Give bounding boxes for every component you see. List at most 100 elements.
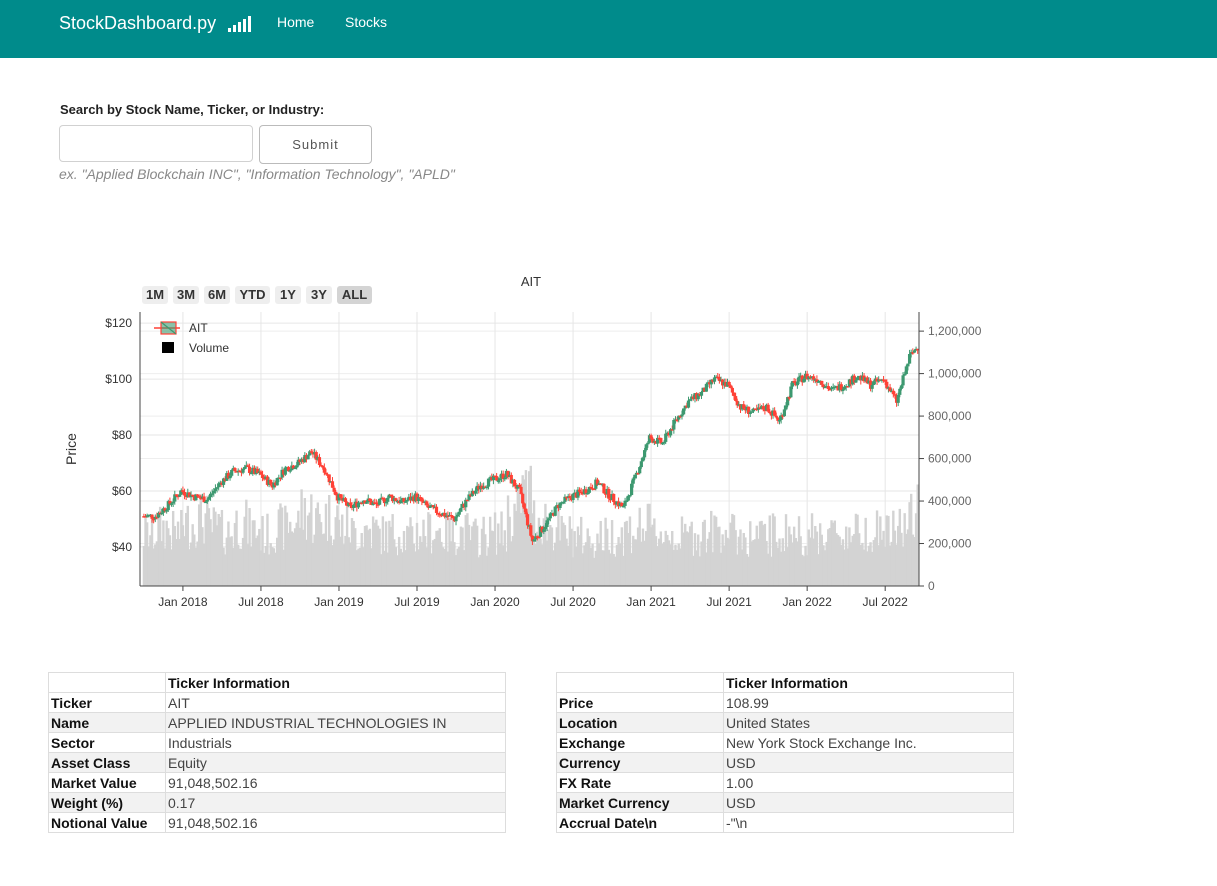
- range-button-label: YTD: [240, 287, 266, 302]
- volume-bar: [874, 537, 877, 586]
- volume-bar: [619, 543, 622, 586]
- range-button-6m[interactable]: 6M: [204, 286, 230, 304]
- price-chart[interactable]: AIT 1M 3M 6M YTD 1Y 3Y ALL $40 $60 $80 $100 $120 0…: [0, 262, 1000, 612]
- range-button-3m[interactable]: 3M: [173, 286, 199, 304]
- volume-bar: [368, 528, 372, 586]
- x-tick-label: Jan 2020: [470, 595, 520, 609]
- nav-link-home[interactable]: Home: [277, 14, 315, 30]
- volume-bar: [298, 527, 302, 586]
- table-header-empty: [48, 672, 166, 693]
- candle-body: [207, 496, 211, 500]
- volume-bar: [417, 549, 420, 586]
- volume-bar: [302, 529, 305, 586]
- range-button-3y[interactable]: 3Y: [306, 286, 332, 304]
- volume-bar: [323, 533, 326, 586]
- candle-body: [317, 457, 322, 466]
- volume-bar: [588, 536, 591, 586]
- candle-body: [584, 489, 588, 494]
- nav-link-stocks[interactable]: Stocks: [345, 14, 388, 30]
- candle-body: [777, 419, 782, 422]
- volume-bar: [436, 530, 440, 586]
- volume-bar: [869, 542, 872, 586]
- candle-body: [332, 487, 336, 492]
- candle-body: [896, 394, 900, 403]
- range-button-1m[interactable]: 1M: [142, 286, 168, 304]
- volume-bar: [555, 527, 559, 586]
- candle-body: [909, 352, 913, 355]
- volume-bar: [867, 545, 871, 586]
- candle-body: [314, 452, 318, 460]
- candle-body: [599, 483, 603, 485]
- candle-body: [491, 475, 496, 481]
- candle-body: [870, 385, 874, 389]
- candle-body: [178, 494, 182, 497]
- volume-bar: [666, 534, 669, 586]
- volume-bar: [248, 508, 251, 586]
- candle-body: [800, 375, 804, 383]
- candle-body: [434, 506, 439, 513]
- candle-body: [181, 490, 185, 493]
- volume-bar: [836, 535, 840, 586]
- range-button-1y[interactable]: 1Y: [275, 286, 301, 304]
- candle-body: [792, 381, 796, 383]
- search-input[interactable]: [59, 125, 253, 162]
- candle-body: [197, 496, 201, 498]
- candle-body: [443, 513, 447, 517]
- volume-bar: [794, 538, 797, 586]
- candle-body: [464, 499, 468, 508]
- brand-title[interactable]: StockDashboard.py: [59, 13, 217, 33]
- submit-button[interactable]: Submit: [259, 125, 372, 164]
- candle-body: [621, 505, 626, 508]
- volume-bar: [812, 538, 815, 586]
- volume-bar: [175, 539, 178, 586]
- volume-bar: [500, 511, 503, 586]
- range-selector: 1M 3M 6M YTD 1Y 3Y ALL: [142, 286, 372, 304]
- volume-bar: [856, 514, 859, 586]
- legend-item-ait[interactable]: AIT: [154, 321, 208, 335]
- candle-body: [725, 381, 730, 387]
- candle-body: [230, 469, 234, 476]
- volume-bar: [451, 518, 454, 586]
- volume-bar: [297, 510, 300, 586]
- volume-bar: [658, 538, 661, 586]
- x-tick-label: Jul 2022: [862, 595, 908, 609]
- volume-bars: [142, 465, 919, 586]
- candle-body: [239, 470, 244, 473]
- brand[interactable]: StockDashboard.py: [59, 13, 252, 34]
- volume-bar: [306, 515, 310, 586]
- table-key-cell: Name: [48, 712, 166, 733]
- volume-bar: [641, 528, 645, 586]
- candle-body: [195, 494, 200, 497]
- volume-bar: [516, 490, 519, 586]
- volume-bar: [898, 508, 902, 586]
- range-button-all[interactable]: ALL: [337, 286, 372, 304]
- table-value-cell: Equity: [165, 752, 506, 773]
- range-button-ytd[interactable]: YTD: [235, 286, 270, 304]
- candle-body: [444, 515, 448, 518]
- candle-body: [629, 483, 634, 496]
- volume-bar: [446, 551, 450, 586]
- candle-body: [293, 467, 297, 470]
- volume-bar: [443, 548, 446, 586]
- legend-item-volume[interactable]: Volume: [162, 341, 229, 355]
- candle-body: [142, 516, 146, 518]
- volume-bar: [716, 527, 719, 586]
- volume-bar: [155, 541, 159, 586]
- volume-bar: [295, 522, 298, 586]
- candle-body: [883, 379, 887, 382]
- candle-body: [540, 526, 544, 532]
- volume-bar: [432, 540, 435, 586]
- volume-bar: [630, 553, 633, 586]
- candle-body: [665, 432, 669, 435]
- candle-body: [812, 376, 816, 380]
- candle-body: [433, 506, 437, 509]
- candle-body: [610, 493, 614, 501]
- volume-bar: [425, 547, 428, 586]
- candle-body: [498, 478, 502, 481]
- volume-bar: [262, 552, 266, 586]
- volume-bar: [289, 521, 292, 586]
- candle-body: [686, 400, 691, 408]
- candlestick-series: [142, 346, 920, 546]
- candle-body: [399, 500, 403, 504]
- volume-bar: [254, 538, 258, 586]
